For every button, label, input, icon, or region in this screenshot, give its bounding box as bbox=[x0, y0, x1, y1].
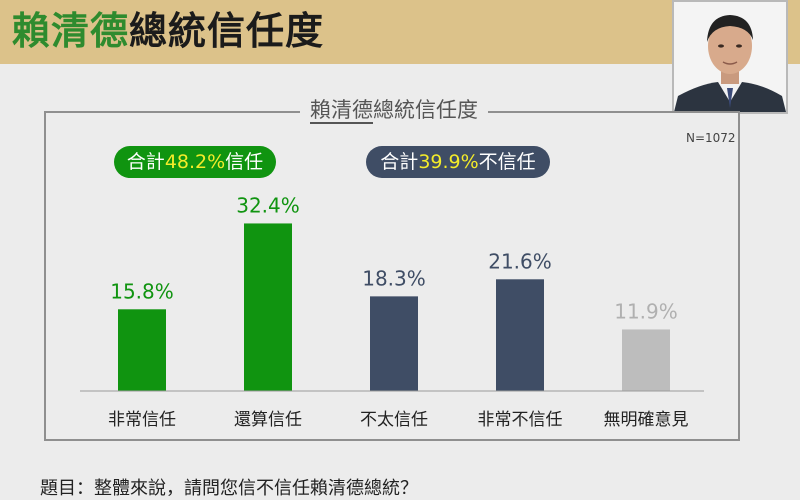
category-label-4: 無明確意見 bbox=[604, 410, 689, 430]
chart-title-underlined: 賴清德 bbox=[310, 98, 373, 124]
value-label-4: 11.9% bbox=[614, 299, 678, 323]
president-photo bbox=[672, 0, 788, 114]
value-label-1: 32.4% bbox=[236, 193, 300, 217]
trust-total-prefix: 合計 bbox=[126, 151, 165, 173]
bar-3 bbox=[496, 279, 544, 391]
bar-1 bbox=[244, 223, 292, 391]
chart-title-rest: 總統信任度 bbox=[373, 98, 478, 122]
survey-question: 題目：整體來說，請問您信不信任賴清德總統？ bbox=[40, 478, 418, 499]
distrust-total-suffix: 不信任 bbox=[478, 151, 536, 173]
value-label-2: 18.3% bbox=[362, 266, 426, 290]
category-label-3: 非常不信任 bbox=[478, 410, 563, 430]
distrust-total-badge: 合計39.9%不信任 bbox=[366, 146, 550, 178]
category-label-0: 非常信任 bbox=[108, 410, 176, 430]
portrait-image bbox=[674, 2, 786, 112]
trust-total-suffix: 信任 bbox=[225, 151, 264, 173]
page-title-rest: 總統信任度 bbox=[129, 9, 325, 53]
page-title: 賴清德總統信任度 bbox=[12, 8, 324, 54]
page-title-name: 賴清德 bbox=[12, 9, 130, 53]
trust-total-value: 48.2% bbox=[164, 151, 226, 173]
value-label-3: 21.6% bbox=[488, 249, 552, 273]
bar-4 bbox=[622, 329, 670, 391]
chart-title: 賴清德總統信任度 bbox=[300, 97, 488, 124]
distrust-total-value: 39.9% bbox=[418, 151, 479, 173]
bar-0 bbox=[118, 309, 166, 391]
header-banner: 賴清德總統信任度 bbox=[0, 0, 800, 64]
category-label-2: 不太信任 bbox=[360, 410, 428, 430]
bar-2 bbox=[370, 296, 418, 391]
bar-chart: 15.8% 非常信任 32.4% 還算信任 18.3% 不太信任 21.6% 非常不信任 11.… bbox=[80, 193, 704, 430]
category-label-1: 還算信任 bbox=[234, 410, 302, 430]
distrust-total-prefix: 合計 bbox=[380, 151, 419, 173]
trust-total-badge: 合計48.2%信任 bbox=[114, 146, 276, 178]
value-label-0: 15.8% bbox=[110, 279, 174, 303]
sample-size: N=1072 bbox=[686, 131, 736, 145]
